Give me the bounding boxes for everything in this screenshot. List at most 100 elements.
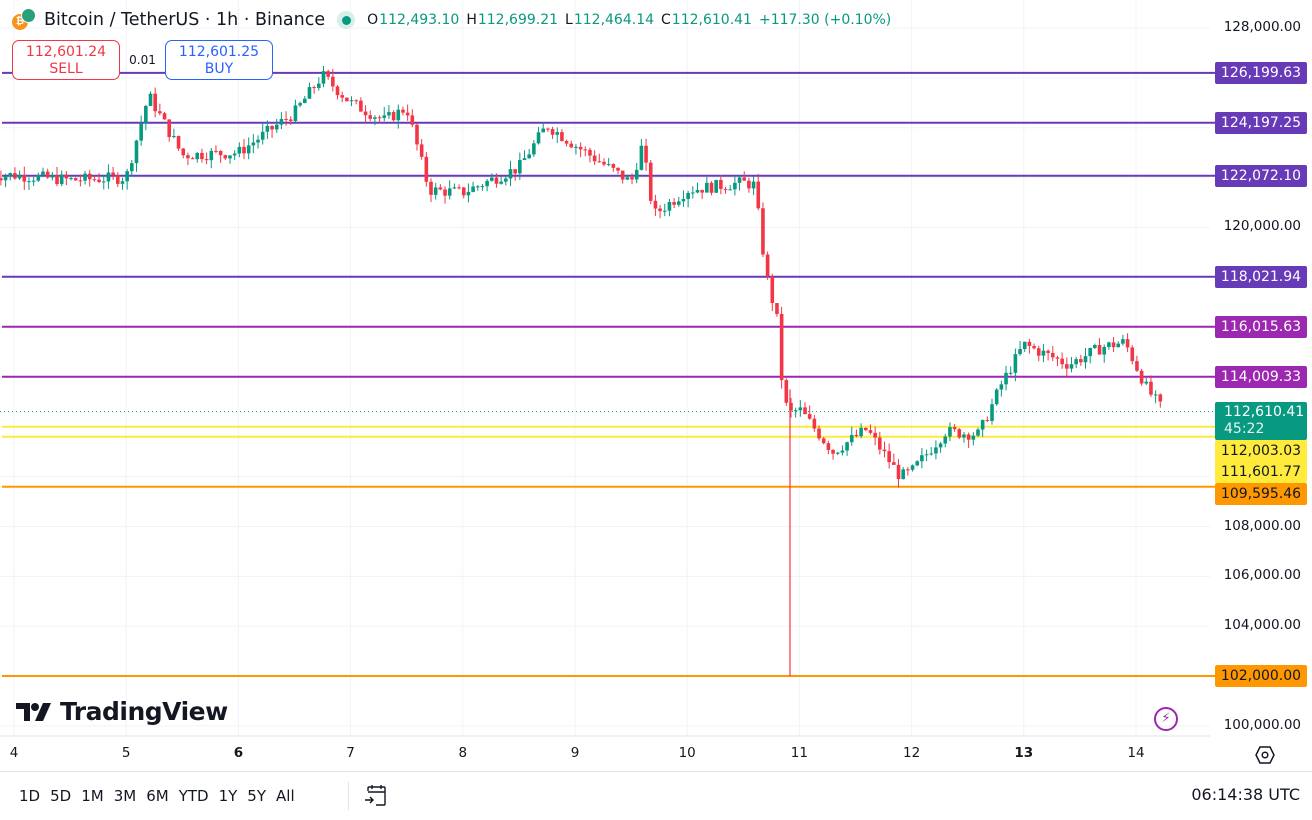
candle-body [1153,394,1158,396]
tradingview-logo-icon [16,702,51,721]
candle-body [1121,339,1125,344]
candle-body [1102,346,1107,355]
candle-body [130,163,134,172]
candle-body [728,189,733,191]
candle-body [298,103,302,106]
candle-body [45,171,50,178]
candle-body [676,201,681,205]
candle-body [87,173,92,180]
date-tick-label: 5 [121,745,131,761]
candle-body [952,427,957,430]
candle-body [522,158,527,161]
level-price-tag: 102,000.00 [1215,665,1307,688]
spread-value: 0.01 [129,53,156,67]
candle-body [620,170,625,180]
candle-body [513,169,517,174]
candle-body [340,95,344,98]
candle-body [1004,372,1008,385]
price-chart-canvas[interactable] [0,0,1312,771]
settings-hexagon-icon[interactable] [1254,744,1276,766]
candle-body [424,156,429,182]
level-price-tag: 112,003.03 [1215,440,1307,462]
range-5y[interactable]: 5Y [247,787,267,805]
range-ytd[interactable]: YTD [178,787,209,805]
candle-body [793,410,798,412]
candle-body [1079,359,1083,363]
candle-body [382,115,387,118]
close-label: C [661,12,671,28]
candle-body [345,97,349,102]
symbol-title[interactable]: Bitcoin / TetherUS · 1h · Binance [44,10,326,30]
candle-body [859,427,863,437]
candle-body [359,100,363,112]
candle-body [574,146,578,148]
range-1m[interactable]: 1M [81,787,104,805]
candle-body [518,160,522,174]
candle-body [994,389,999,405]
candle-body [667,202,672,211]
candle-body [36,175,41,181]
candle-body [148,93,153,106]
candle-body [83,173,87,181]
candle-body [723,188,728,190]
buy-label: BUY [204,61,234,77]
current-price-label: 112,610.41 [1224,404,1305,420]
candle-body [391,112,396,121]
range-1d[interactable]: 1D [19,787,41,805]
candle-body [363,111,368,116]
candle-body [115,175,120,184]
candle-body [887,451,891,463]
candle-body [331,76,335,87]
candle-body [17,174,22,179]
date-tick-label: 4 [9,745,19,761]
candle-body [761,208,765,255]
candle-body [845,442,849,451]
tether-icon [21,8,36,23]
candle-body [775,303,779,315]
candle-body [957,429,962,438]
tradingview-logo[interactable]: TradingView [16,697,228,726]
utc-clock[interactable]: 06:14:38 UTC [1191,785,1300,804]
sell-label: SELL [49,61,83,77]
candle-body [288,119,293,121]
range-all[interactable]: All [276,787,295,805]
price-change: +117.30 (+0.10%) [758,12,892,28]
candle-body [1018,348,1022,355]
candle-body [868,430,873,433]
price-tick-label: 100,000.00 [1223,716,1301,733]
high-value: 112,699.21 [477,12,559,28]
candle-body [508,169,513,179]
candle-body [438,187,443,190]
candle-body [22,174,27,182]
calendar-goto-icon[interactable] [362,783,390,809]
candle-body [681,198,686,202]
candle-body [480,186,485,188]
buy-button[interactable]: 112,601.25 BUY [165,40,273,80]
range-1y[interactable]: 1Y [218,787,238,805]
candle-body [144,105,148,124]
candle-body [106,172,111,182]
candle-body [284,118,288,120]
candle-body [1013,354,1018,373]
sell-button[interactable]: 112,601.24 SELL [12,40,120,80]
candle-body [461,187,466,196]
candle-body [64,174,69,179]
candle-body [962,434,966,438]
candle-body [59,174,64,185]
range-6m[interactable]: 6M [146,787,169,805]
date-tick-label: 8 [458,745,468,761]
candle-body [1130,347,1135,362]
candle-body [158,111,162,114]
lightning-icon[interactable]: ⚡ [1154,707,1178,731]
range-5d[interactable]: 5D [50,787,72,805]
candle-body [658,208,662,212]
range-3m[interactable]: 3M [113,787,137,805]
candle-body [817,428,821,439]
candle-body [50,175,55,178]
candle-body [854,435,859,437]
candle-body [485,180,489,187]
level-price-tag: 124,197.25 [1215,111,1307,134]
date-tick-label: 6 [233,745,244,761]
candle-body [209,150,214,161]
candle-body [742,177,747,181]
